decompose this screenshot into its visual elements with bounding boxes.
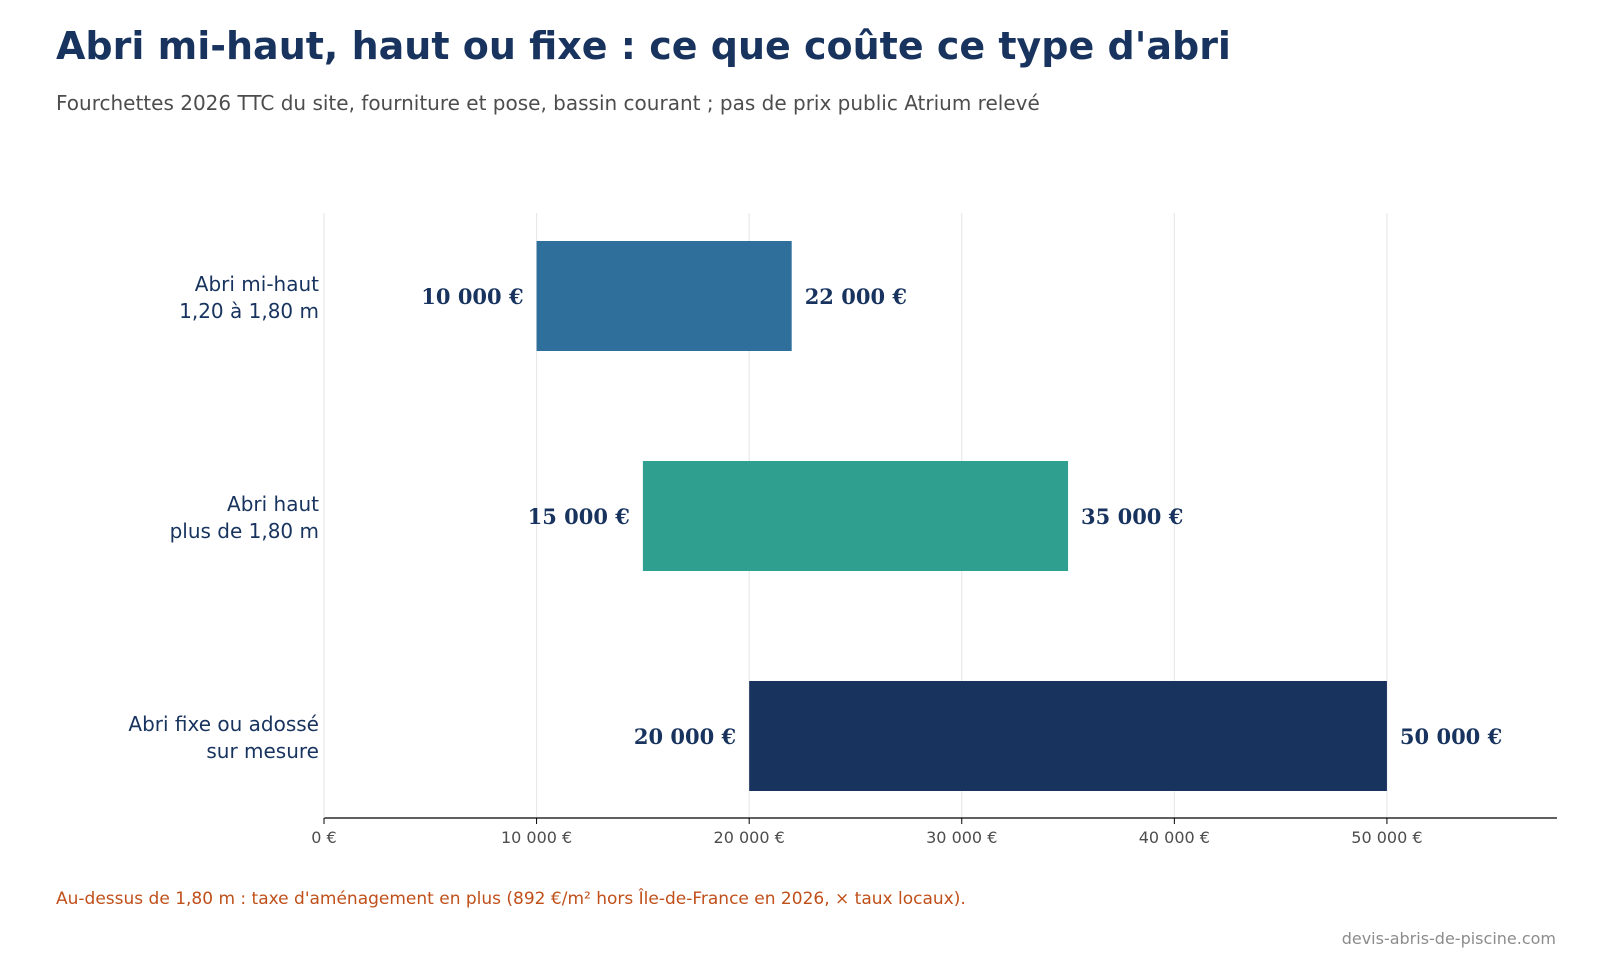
min-value-label: 10 000 €: [421, 284, 523, 309]
value-labels: 10 000 € 22 000 € 15 000 € 35 000 € 20 000 €…: [421, 284, 1502, 749]
category-label: Abri mi-haut 1,20 à 1,80 m: [179, 272, 319, 323]
max-value-label: 35 000 €: [1081, 504, 1183, 529]
max-value-label: 22 000 €: [805, 284, 907, 309]
range-bar: [536, 241, 792, 351]
x-tick-label: 40 000 €: [1139, 828, 1210, 847]
min-value-label: 20 000 €: [634, 724, 736, 749]
min-value-label: 15 000 €: [528, 504, 630, 529]
category-label-line: Abri haut: [227, 492, 319, 516]
category-labels: Abri mi-haut 1,20 à 1,80 m Abri haut plus d…: [128, 272, 319, 763]
x-tick-label: 10 000 €: [501, 828, 572, 847]
x-tick-label: 20 000 €: [714, 828, 785, 847]
x-tick-label: 30 000 €: [926, 828, 997, 847]
range-bars: [536, 241, 1387, 791]
range-bar: [642, 461, 1069, 571]
category-label-line: Abri mi-haut: [195, 272, 319, 296]
category-label: Abri haut plus de 1,80 m: [170, 492, 320, 543]
category-label-line: plus de 1,80 m: [170, 519, 319, 543]
category-label-line: 1,20 à 1,80 m: [179, 299, 319, 323]
x-axis: 0 € 10 000 € 20 000 € 30 000 € 40 000 € 50 00…: [311, 213, 1557, 847]
chart-title: Abri mi-haut, haut ou fixe : ce que coût…: [56, 24, 1231, 68]
x-tick-label: 50 000 €: [1351, 828, 1422, 847]
chart-subtitle: Fourchettes 2026 TTC du site, fourniture…: [56, 91, 1040, 115]
max-value-label: 50 000 €: [1400, 724, 1502, 749]
source-credit: devis-abris-de-piscine.com: [1341, 929, 1556, 948]
range-bar: [749, 681, 1387, 791]
x-tick-label: 0 €: [311, 828, 336, 847]
range-bar-chart: 10 000 € 22 000 € 15 000 € 35 000 € 20 000 €…: [128, 213, 1557, 847]
footnote: Au-dessus de 1,80 m : taxe d'aménagement…: [56, 889, 966, 909]
category-label-line: Abri fixe ou adossé: [128, 712, 319, 736]
category-label-line: sur mesure: [206, 739, 319, 763]
category-label: Abri fixe ou adossé sur mesure: [128, 712, 319, 763]
